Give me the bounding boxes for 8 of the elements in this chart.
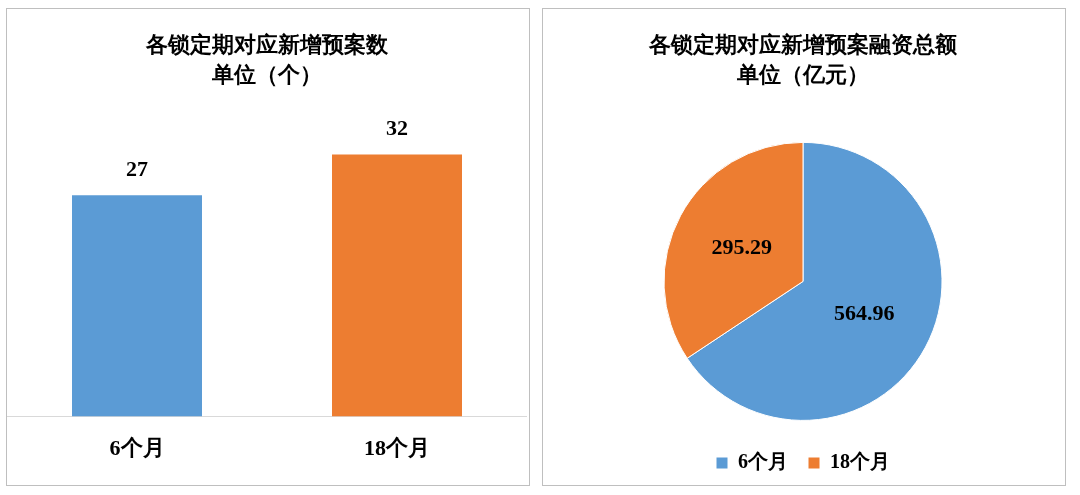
data-label: 32 [386,115,408,141]
chart-subtitle: 单位（个） [211,62,322,88]
chart-title: 各锁定期对应新增预案数 [145,31,389,57]
data-label: 27 [126,156,148,182]
chart-title: 各锁定期对应新增预案融资总额 [648,31,958,57]
data-label: 295.29 [711,234,772,260]
data-label: 564.96 [834,299,895,325]
chart-subtitle: 单位（亿元） [736,62,869,88]
